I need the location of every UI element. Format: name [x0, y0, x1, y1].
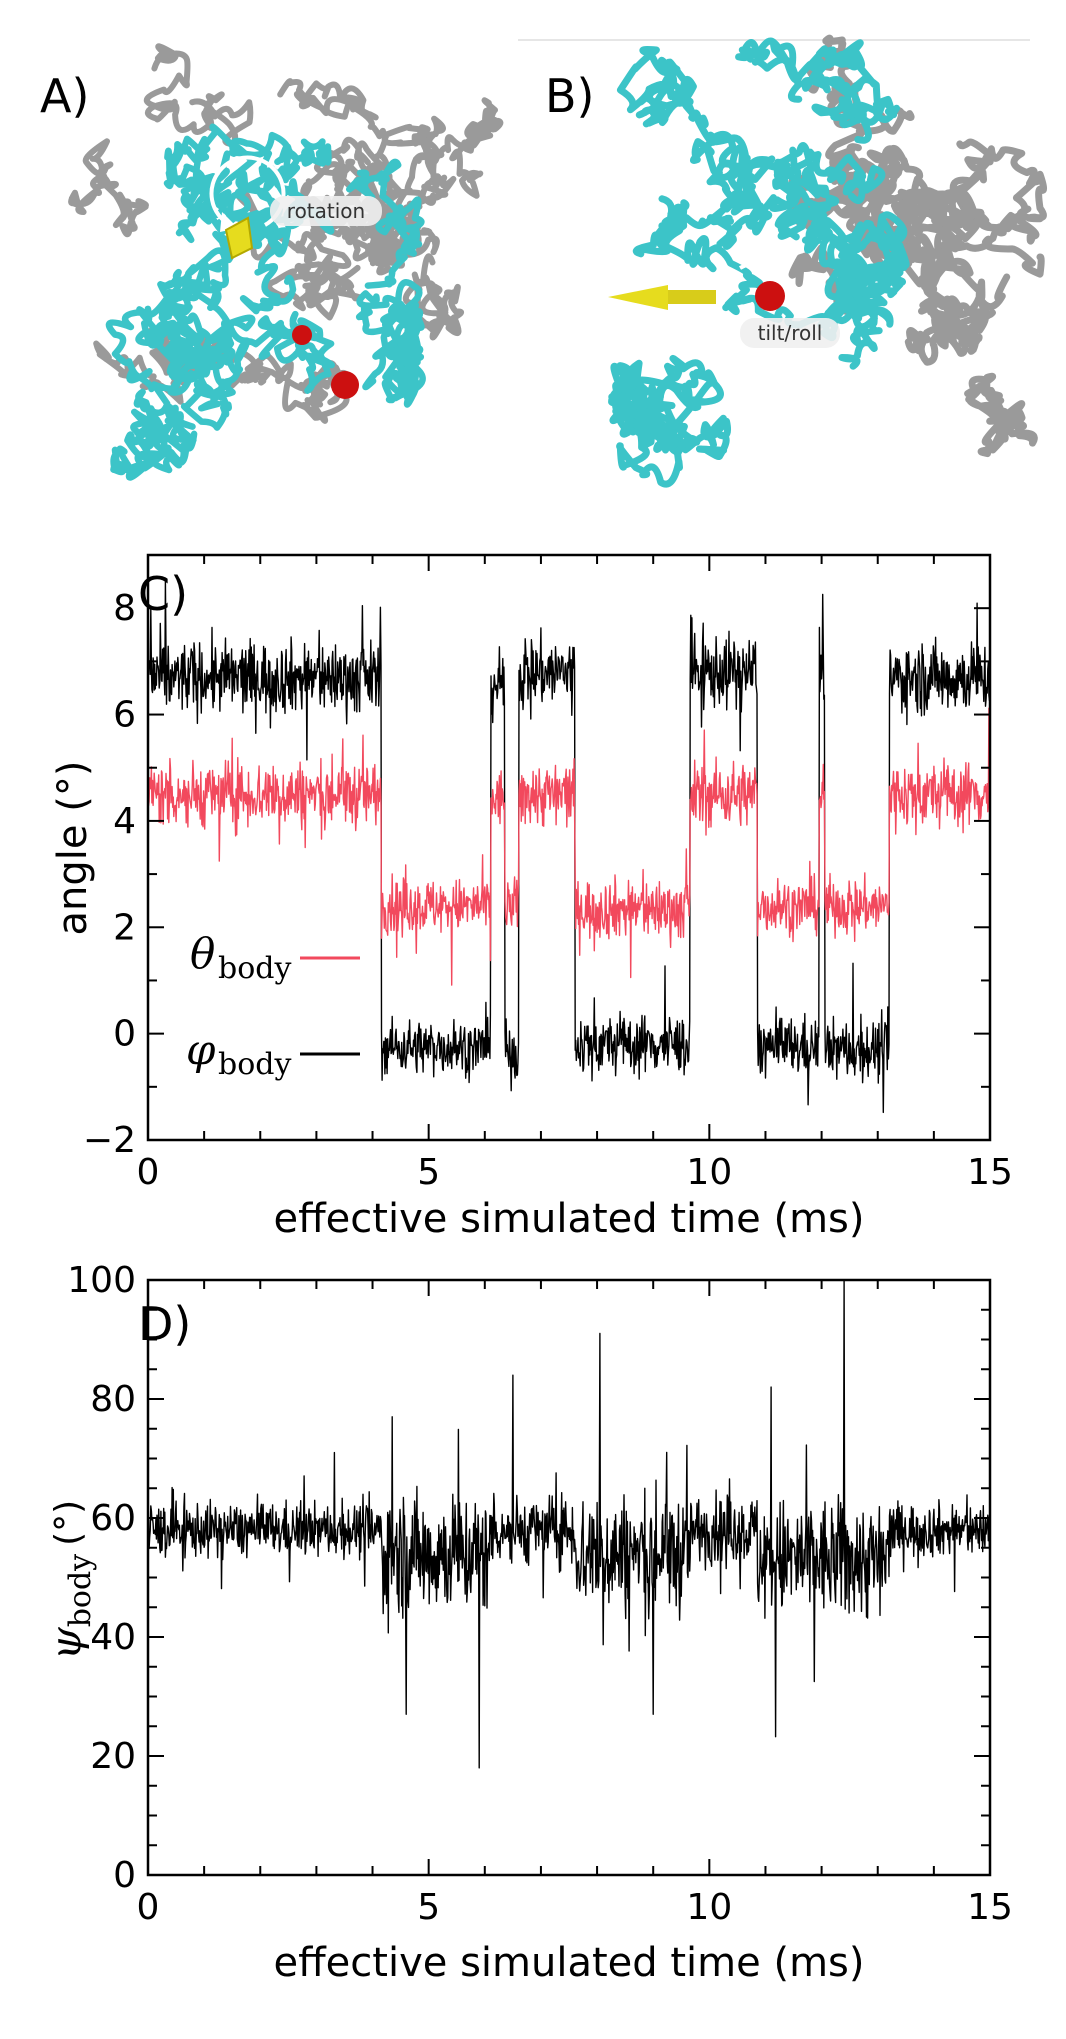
- y-tick-label: 4: [113, 801, 136, 842]
- rna-strand: [834, 251, 894, 370]
- y-label-psi-unit: (°): [48, 1500, 89, 1546]
- yellow-axis-arrow-icon: [224, 216, 254, 260]
- legend-phi-subscript: body: [218, 1047, 291, 1082]
- rna-strand: [801, 39, 900, 144]
- series-phi-body: [148, 580, 990, 1114]
- x-tick-label: 5: [417, 1887, 440, 1928]
- chart-c-frame: [146, 553, 992, 1142]
- panel-d-letter: D): [138, 1297, 191, 1351]
- tilt-roll-tag-background: [740, 318, 840, 348]
- y-tick-label: 40: [90, 1617, 136, 1658]
- chart-c-x-axis-label: effective simulated time (ms): [274, 1196, 865, 1242]
- y-tick-label: 100: [67, 1260, 136, 1301]
- y-tick-label: −2: [83, 1120, 136, 1161]
- chart-c-series: [148, 580, 990, 1114]
- chart-d-ticks: [147, 1279, 991, 1876]
- x-tick-label: 0: [137, 1887, 160, 1928]
- rotation-tag-label: rotation: [287, 199, 365, 223]
- chart-d-series: [148, 1280, 990, 1769]
- red-axis-marker-icon: [331, 371, 359, 399]
- rna-strand: [846, 143, 924, 214]
- red-tilt-dot-icon: [755, 281, 785, 311]
- rna-strand: [143, 43, 254, 147]
- panel-b-tilt-arrow: [608, 261, 792, 311]
- x-tick-label: 10: [686, 1152, 732, 1193]
- yellow-tilt-arrow-shaft: [668, 290, 716, 304]
- y-tick-label: 80: [90, 1379, 136, 1420]
- y-tick-label: 8: [113, 588, 136, 629]
- chart-c-legend: θ body φ body: [186, 929, 360, 1082]
- rna-strand: [909, 202, 1011, 321]
- rna-strand: [627, 355, 724, 456]
- x-tick-label: 0: [137, 1152, 160, 1193]
- svg-text:ψbody(°): ψbody (°): [41, 1500, 98, 1660]
- rna-strand: [346, 158, 425, 289]
- y-label-psi-symbol: ψ: [41, 1626, 90, 1660]
- chart-d: 0 5 10 15 0 20 40 60 80 100 effective simulated t…: [41, 1260, 1013, 1986]
- panel-c-letter: C): [138, 567, 188, 621]
- rna-strand: [671, 75, 886, 204]
- panel-b-structure: tilt/roll B): [518, 34, 1048, 488]
- rna-strand: [822, 211, 908, 289]
- legend-phi-symbol: φ: [186, 1025, 216, 1074]
- rna-strand: [892, 236, 965, 366]
- rna-strand: [904, 299, 996, 357]
- rna-strand: [632, 186, 773, 258]
- y-tick-label: 0: [113, 1014, 136, 1055]
- panel-a-rotation-arrow: [209, 155, 359, 399]
- legend-theta-subscript: body: [218, 951, 291, 986]
- series-psi-body: [148, 1280, 990, 1769]
- x-tick-label: 15: [967, 1152, 1013, 1193]
- rna-strand: [356, 290, 424, 377]
- red-axis-dot-icon: [292, 325, 312, 345]
- rna-strand: [277, 78, 392, 174]
- legend-theta: θ body: [190, 929, 360, 986]
- y-tick-label: 0: [113, 1855, 136, 1896]
- series-theta-body: [148, 707, 990, 986]
- chart-c-ticks: [147, 554, 991, 1141]
- tilt-arc-icon: [738, 261, 792, 289]
- rna-strand: [68, 138, 149, 238]
- rna-strand: [943, 145, 1045, 278]
- panel-b-letter: B): [545, 69, 595, 123]
- chart-d-x-axis-label: effective simulated time (ms): [274, 1940, 865, 1986]
- y-tick-label: 2: [113, 907, 136, 948]
- rna-strand: [735, 37, 863, 124]
- legend-phi: φ body: [186, 1025, 360, 1082]
- tilt-roll-tag: tilt/roll: [740, 318, 840, 348]
- tilt-roll-tag-label: tilt/roll: [758, 321, 823, 345]
- rna-strand: [228, 131, 332, 202]
- rna-strand: [616, 46, 709, 129]
- x-tick-label: 5: [417, 1152, 440, 1193]
- chart-d-frame: [146, 1278, 992, 1877]
- chart-d-tick-labels: 0 5 10 15 0 20 40 60 80 100: [67, 1260, 1013, 1928]
- y-tick-label: 60: [90, 1498, 136, 1539]
- rotation-tag: rotation: [270, 196, 382, 226]
- rotation-tag-background: [270, 196, 382, 226]
- rna-strand: [412, 97, 504, 199]
- chart-d-y-axis-label: ψbody (°): [41, 1500, 98, 1660]
- legend-theta-symbol: θ: [190, 929, 215, 978]
- yellow-tilt-arrow-icon: [608, 285, 668, 310]
- panel-a-letter: A): [40, 69, 89, 123]
- panel-a-structure: rotation A): [40, 40, 510, 490]
- chart-c-y-axis-label: angle (°): [50, 761, 96, 936]
- rna-strand: [105, 261, 211, 393]
- rna-strand: [110, 388, 196, 481]
- x-tick-label: 15: [967, 1887, 1013, 1928]
- rna-strand: [768, 142, 840, 241]
- panel-a-body-rna: [105, 123, 426, 481]
- y-label-psi-subscript: body: [63, 1554, 98, 1627]
- rna-strand: [964, 372, 1038, 458]
- x-tick-label: 10: [686, 1887, 732, 1928]
- y-tick-label: 20: [90, 1736, 136, 1777]
- rna-strand: [158, 308, 213, 383]
- y-tick-label: 6: [113, 695, 136, 736]
- rna-strand: [803, 34, 915, 135]
